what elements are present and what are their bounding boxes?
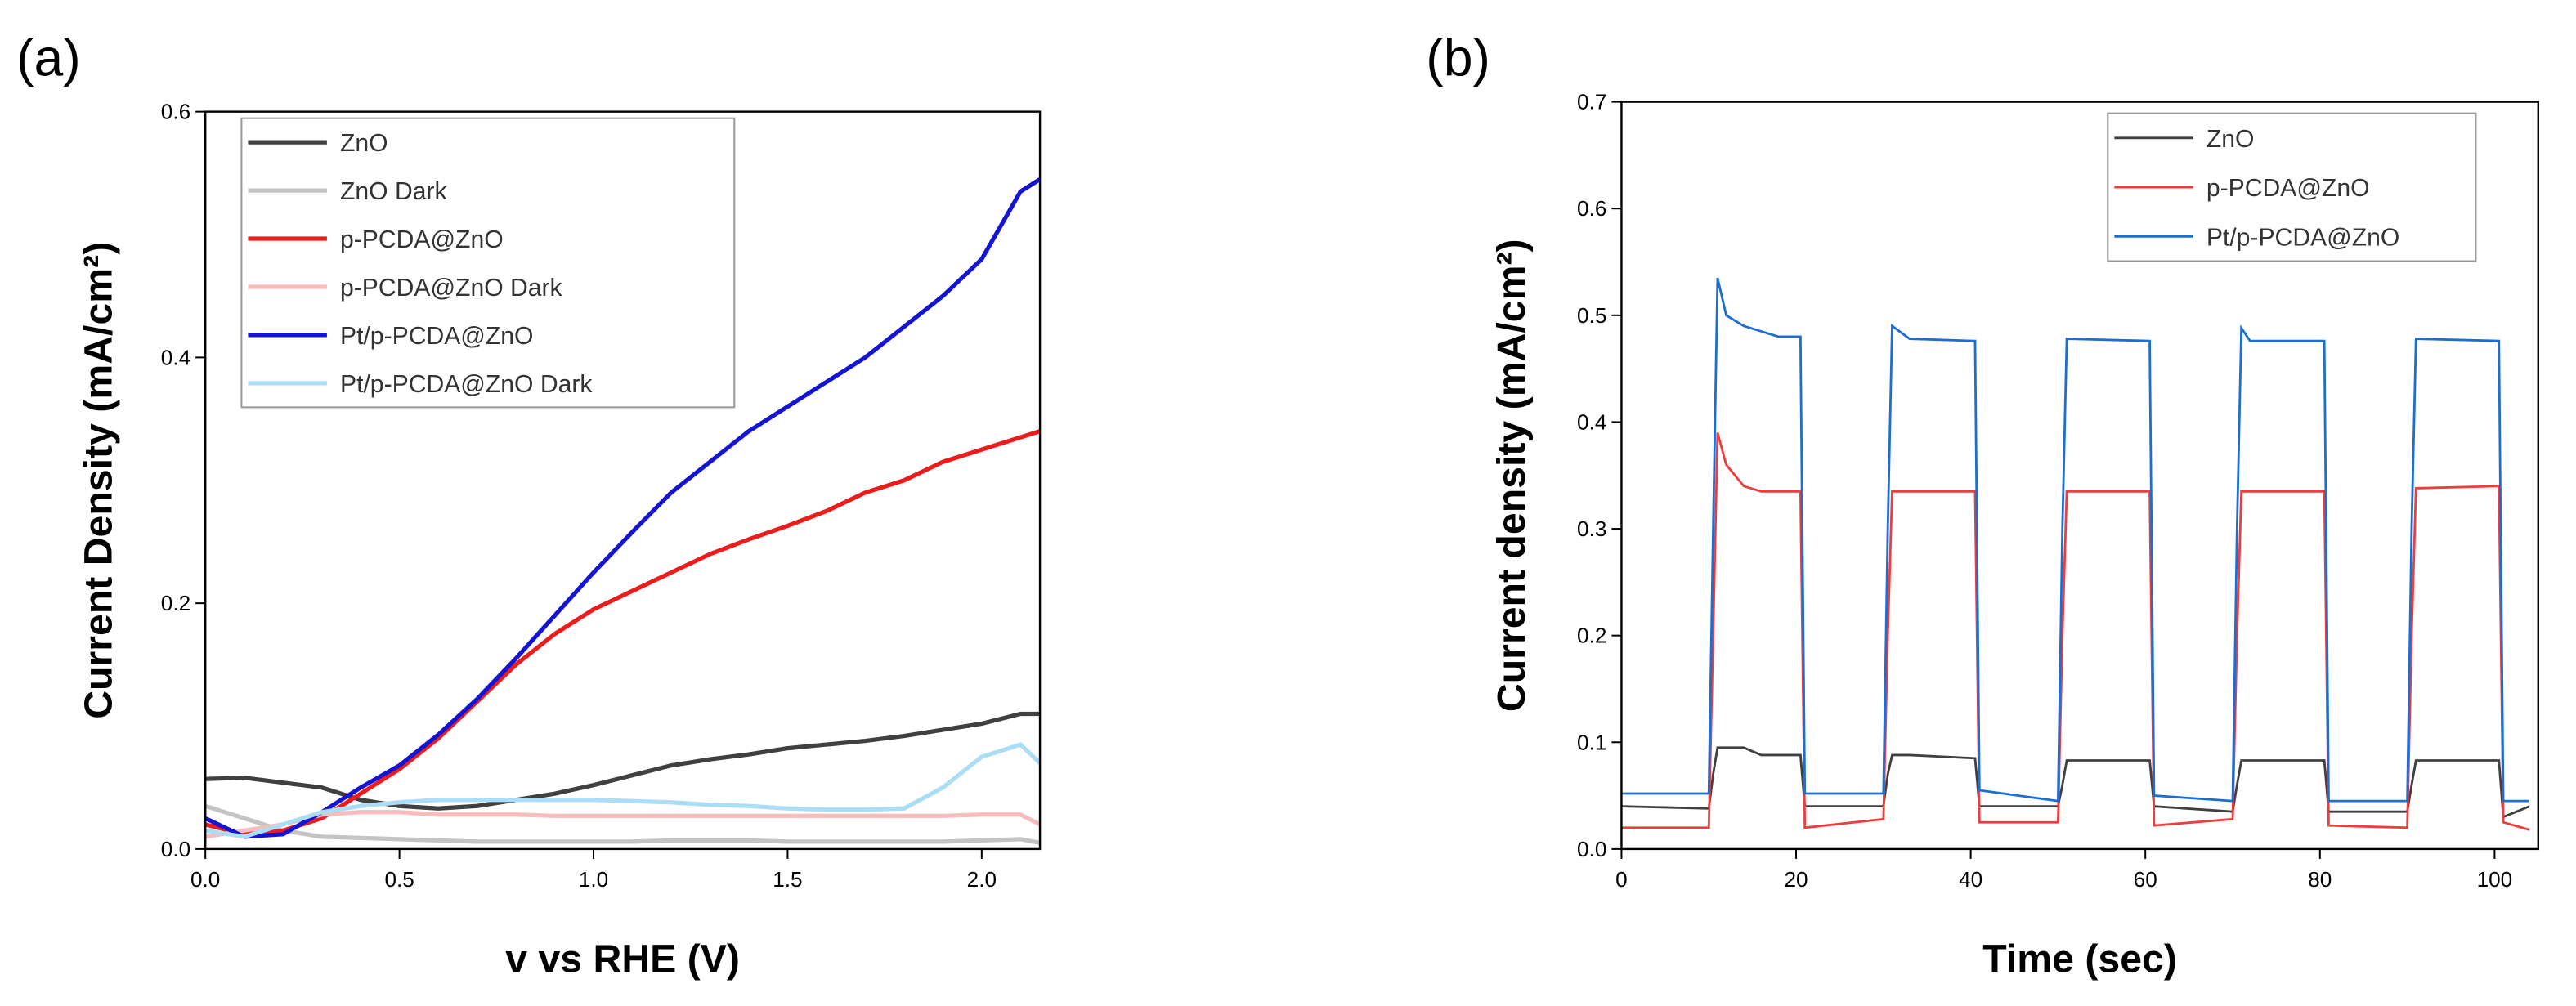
series-line xyxy=(205,177,1041,839)
y-tick-label: 0.0 xyxy=(161,837,190,861)
y-axis-label: Current Density (mA/cm²) xyxy=(77,242,121,719)
x-tick-label: 0 xyxy=(1615,867,1628,892)
y-tick-label: 0.2 xyxy=(161,591,190,615)
x-tick-label: 100 xyxy=(2477,867,2513,892)
y-tick-label: 0.0 xyxy=(1577,837,1606,861)
x-tick-label: 1.5 xyxy=(773,867,802,892)
x-axis-label: v vs RHE (V) xyxy=(505,937,740,981)
series-line xyxy=(205,810,1041,839)
legend-label: Pt/p-PCDA@ZnO Dark xyxy=(340,371,593,398)
y-tick-label: 0.6 xyxy=(161,100,190,124)
series-line xyxy=(205,742,1041,839)
series-line xyxy=(205,711,1041,811)
y-tick-label: 0.7 xyxy=(1577,90,1606,114)
series-line xyxy=(205,429,1041,837)
x-tick-label: 0.0 xyxy=(190,867,220,892)
legend-label: ZnO Dark xyxy=(340,178,448,205)
x-tick-label: 60 xyxy=(2134,867,2157,892)
series-line xyxy=(1621,277,2530,803)
legend-box xyxy=(240,117,736,409)
plot-frame xyxy=(1620,101,2539,851)
y-tick-label: 0.5 xyxy=(1577,303,1606,328)
y-axis-label: Current density (mA/cm²) xyxy=(1490,239,1534,712)
plot-frame xyxy=(204,110,1042,851)
legend-label: Pt/p-PCDA@ZnO xyxy=(340,323,533,350)
panel-label: (b) xyxy=(1426,28,1490,87)
legend-label: p-PCDA@ZnO xyxy=(340,226,504,253)
panel-label: (a) xyxy=(16,28,81,87)
x-axis-label: Time (sec) xyxy=(1982,937,2177,981)
legend-label: ZnO xyxy=(2206,126,2255,153)
y-tick-label: 0.3 xyxy=(1577,516,1606,541)
legend-label: p-PCDA@ZnO xyxy=(2206,175,2370,202)
x-tick-label: 0.5 xyxy=(384,867,414,892)
legend-label: ZnO xyxy=(340,130,388,157)
y-tick-label: 0.6 xyxy=(1577,196,1606,221)
series-line xyxy=(1621,746,2530,819)
legend-label: p-PCDA@ZnO Dark xyxy=(340,275,563,302)
y-tick-label: 0.2 xyxy=(1577,624,1606,648)
x-tick-label: 20 xyxy=(1785,867,1808,892)
y-tick-label: 0.4 xyxy=(161,345,190,369)
series-line xyxy=(205,803,1041,845)
legend-label: Pt/p-PCDA@ZnO xyxy=(2206,224,2399,251)
x-tick-label: 80 xyxy=(2308,867,2332,892)
x-tick-label: 40 xyxy=(1959,867,1982,892)
y-tick-label: 0.4 xyxy=(1577,409,1606,434)
y-tick-label: 0.1 xyxy=(1577,730,1606,754)
series-line xyxy=(1621,432,2530,831)
x-tick-label: 2.0 xyxy=(967,867,997,892)
x-tick-label: 1.0 xyxy=(579,867,608,892)
